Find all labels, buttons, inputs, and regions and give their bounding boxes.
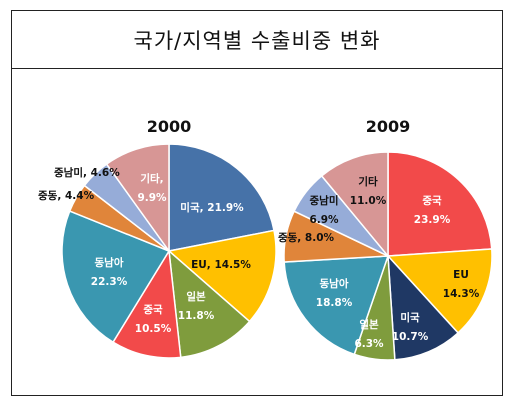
pie-slice — [105, 143, 170, 254]
slice-label: 기타, 9.9% — [137, 172, 167, 204]
pie-slice — [112, 248, 182, 359]
pie-charts: 2000 미국, 21.9% EU, 14.5% 일본 11.8%중국 10.5%동남아 2… — [38, 117, 493, 361]
slice-label: EU 14.3% — [443, 269, 480, 300]
slice-label: 일본 6.3% — [354, 318, 384, 350]
chart-title: 국가/지역별 수출비중 변화 — [133, 28, 381, 53]
slice-label: 동남아 22.3% — [91, 256, 128, 288]
pie-slice — [168, 143, 275, 252]
slice-label: 중남미 6.9% — [309, 194, 339, 226]
slice-label: 미국, 21.9% — [180, 201, 244, 214]
pie-slice — [387, 151, 493, 257]
pie-2000: 2000 미국, 21.9% EU, 14.5% 일본 11.8%중국 10.5%동남아 2… — [38, 117, 277, 359]
slice-label: 중동, 4.4% — [38, 190, 95, 202]
slice-label: 미국 10.7% — [392, 311, 429, 343]
slice-label: 중국 10.5% — [135, 304, 172, 335]
slice-label: 중남미, 4.6% — [54, 166, 120, 179]
pie-slice — [387, 253, 460, 361]
pie-2009: 2009 중국 23.9% EU 14.3% 미국 10.7% 일본 6.3%동남아 18.8% 중… — [278, 117, 493, 361]
pie-title: 2009 — [366, 117, 411, 136]
pie-slice — [61, 210, 171, 344]
slice-label: 일본 11.8% — [178, 290, 215, 322]
pie-slice — [168, 249, 251, 359]
pie-slice — [386, 248, 493, 334]
slice-label: EU, 14.5% — [191, 259, 251, 271]
slice-label: 중국 23.9% — [414, 195, 451, 226]
title-bar: 국가/지역별 수출비중 변화 — [12, 11, 502, 69]
slice-label: 중동, 8.0% — [278, 232, 335, 244]
pie-slice — [167, 229, 277, 323]
slice-label: 동남아 18.8% — [316, 277, 353, 309]
slice-label: 기타 11.0% — [350, 175, 387, 207]
chart-frame: 국가/지역별 수출비중 변화 2000 미국, 21.9% EU, 14.5% 일본 1… — [11, 10, 503, 396]
pie-slice — [283, 255, 390, 356]
pie-title: 2000 — [147, 117, 192, 136]
pie-slice — [320, 151, 389, 259]
